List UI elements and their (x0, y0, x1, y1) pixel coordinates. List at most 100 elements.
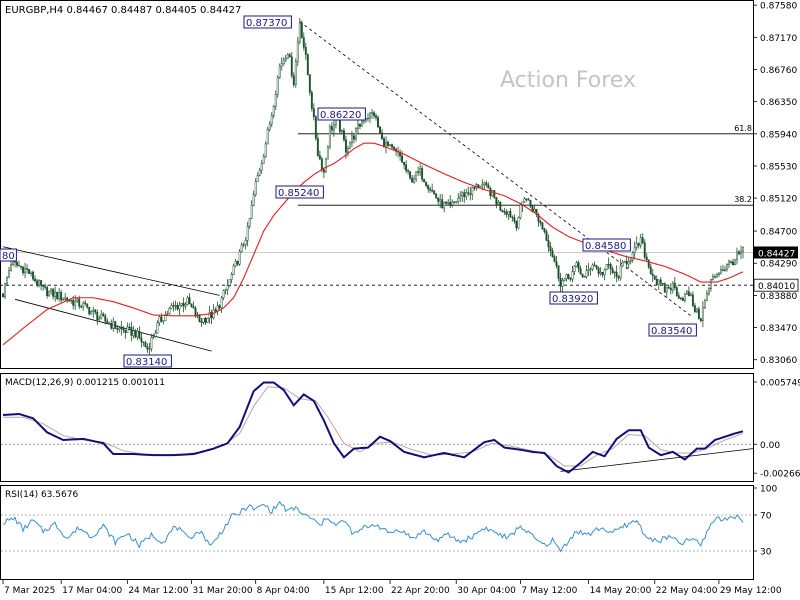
candle (539, 219, 542, 226)
candle-body (174, 305, 177, 307)
time-tick-label: 22 May 04:00 (656, 586, 718, 596)
candle-body (106, 320, 109, 324)
candle-body (726, 264, 728, 270)
candle-body (529, 199, 532, 207)
candle (140, 332, 143, 348)
candle-body (328, 126, 331, 148)
candle-body (519, 204, 522, 218)
candle-body (413, 178, 416, 183)
candle (50, 288, 53, 295)
candle (94, 308, 97, 315)
candle (330, 121, 333, 135)
candle-body (350, 135, 353, 144)
candle (577, 260, 580, 273)
candle-body (681, 297, 684, 301)
candle (246, 221, 249, 247)
candle (569, 277, 572, 282)
candle-body (721, 269, 724, 271)
candle (601, 271, 604, 278)
candle-body (543, 228, 546, 232)
candle-body (435, 193, 438, 199)
candle (276, 75, 279, 98)
candle (4, 282, 6, 300)
candle-body (431, 189, 434, 192)
price-tick-label: 0.87170 (760, 34, 797, 44)
price-annotation: 0.85240 (275, 185, 324, 199)
candle-body (483, 182, 486, 186)
candle-body (100, 313, 103, 319)
annotation-box (123, 354, 172, 368)
candle (527, 197, 530, 201)
candle-body (82, 302, 85, 308)
time-tick-label: 15 Apr 12:00 (325, 586, 384, 596)
candle-body (132, 330, 135, 336)
price-annotation: 0.83540 (648, 323, 697, 337)
candle (485, 180, 488, 188)
candle (427, 184, 430, 193)
candle-body (417, 171, 420, 173)
candle (142, 341, 145, 347)
candle-body (730, 261, 732, 263)
candle-body (214, 309, 217, 312)
candle (695, 308, 698, 314)
candle (717, 272, 720, 277)
annotation-box (648, 323, 697, 337)
candle-body (505, 211, 508, 215)
candle (126, 322, 129, 333)
candle-body (415, 171, 418, 180)
candle (232, 263, 235, 276)
candle (150, 333, 153, 352)
candle (16, 261, 18, 268)
candle (104, 313, 107, 325)
candle (300, 20, 303, 39)
candle (543, 227, 546, 234)
candle (352, 133, 355, 144)
candle (38, 279, 41, 288)
candle (713, 274, 716, 279)
current-price-badge (754, 246, 798, 259)
candle-body (258, 169, 261, 176)
candle-body (94, 309, 97, 313)
candle-body (709, 279, 712, 289)
candle-body (601, 271, 604, 276)
candle-body (256, 175, 259, 182)
candle-body (523, 198, 526, 203)
candle-body (112, 321, 115, 329)
candle (409, 171, 412, 180)
candle-body (40, 280, 43, 286)
candle-body (314, 116, 317, 139)
candle-body (146, 346, 149, 350)
price-tick-label: 0.87580 (760, 2, 797, 12)
candle-body (148, 348, 151, 350)
candle (154, 329, 157, 338)
candle (507, 211, 510, 220)
candle-body (2, 293, 4, 298)
candle-body (423, 179, 426, 183)
candle-body (738, 251, 740, 255)
candle (669, 283, 672, 295)
candle (463, 189, 466, 203)
candle (30, 271, 33, 277)
candle (679, 296, 682, 301)
candle (611, 266, 614, 274)
candle (707, 287, 710, 296)
price-tick-label: 0.85120 (760, 195, 797, 205)
candle-body (649, 266, 652, 275)
candle-body (567, 274, 570, 279)
candle-body (332, 124, 335, 131)
candle-body (507, 211, 510, 215)
candle (709, 278, 712, 292)
candle (732, 258, 734, 266)
candle-body (409, 171, 412, 179)
candle-body (587, 269, 590, 271)
candle (96, 309, 99, 326)
candle-body (383, 138, 385, 148)
candle-body (210, 312, 213, 318)
candle (146, 343, 149, 353)
candle (525, 198, 528, 202)
candle (557, 265, 560, 282)
candle-body (250, 205, 253, 219)
candle-body (220, 297, 223, 309)
candle-body (597, 267, 600, 274)
candle-body (717, 272, 720, 275)
